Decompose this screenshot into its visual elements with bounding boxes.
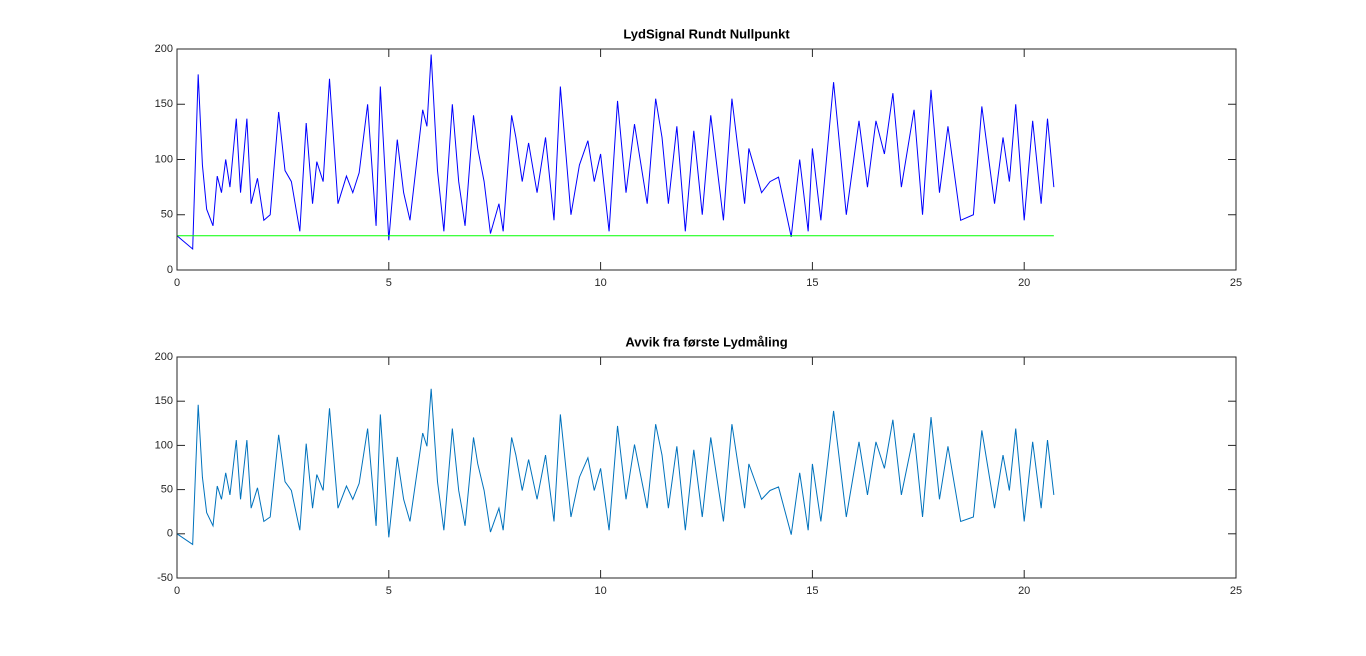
- axes-box: [176, 48, 1237, 271]
- x-tick-label: 20: [1018, 585, 1030, 597]
- axes-box: [176, 356, 1237, 579]
- x-tick-label: 5: [386, 277, 392, 289]
- axes-background: [177, 357, 1236, 578]
- x-tick-label: 25: [1230, 277, 1242, 289]
- data-line: [176, 388, 1055, 546]
- x-tick-label: 10: [594, 585, 606, 597]
- x-tick-label: 10: [594, 277, 606, 289]
- y-tick-label: -50: [157, 572, 173, 584]
- y-tick-label: 0: [167, 264, 173, 276]
- y-tick-label: 200: [155, 351, 173, 363]
- y-tick-label: 100: [155, 439, 173, 451]
- chart-title: Avvik fra første Lydmåling: [625, 334, 787, 349]
- x-tick-label: 5: [386, 585, 392, 597]
- y-tick-label: 50: [161, 484, 173, 496]
- y-tick-label: 150: [155, 98, 173, 110]
- y-tick-label: 0: [167, 528, 173, 540]
- y-tick-label: 150: [155, 395, 173, 407]
- chart-title: LydSignal Rundt Nullpunkt: [623, 26, 790, 41]
- x-tick-label: 15: [806, 585, 818, 597]
- x-tick-label: 15: [806, 277, 818, 289]
- x-tick-label: 0: [174, 277, 180, 289]
- y-tick-label: 100: [155, 153, 173, 165]
- x-tick-label: 0: [174, 585, 180, 597]
- x-tick-label: 20: [1018, 277, 1030, 289]
- data-line: [176, 54, 1055, 251]
- y-tick-label: 200: [155, 43, 173, 55]
- x-tick-label: 25: [1230, 585, 1242, 597]
- y-tick-label: 50: [161, 209, 173, 221]
